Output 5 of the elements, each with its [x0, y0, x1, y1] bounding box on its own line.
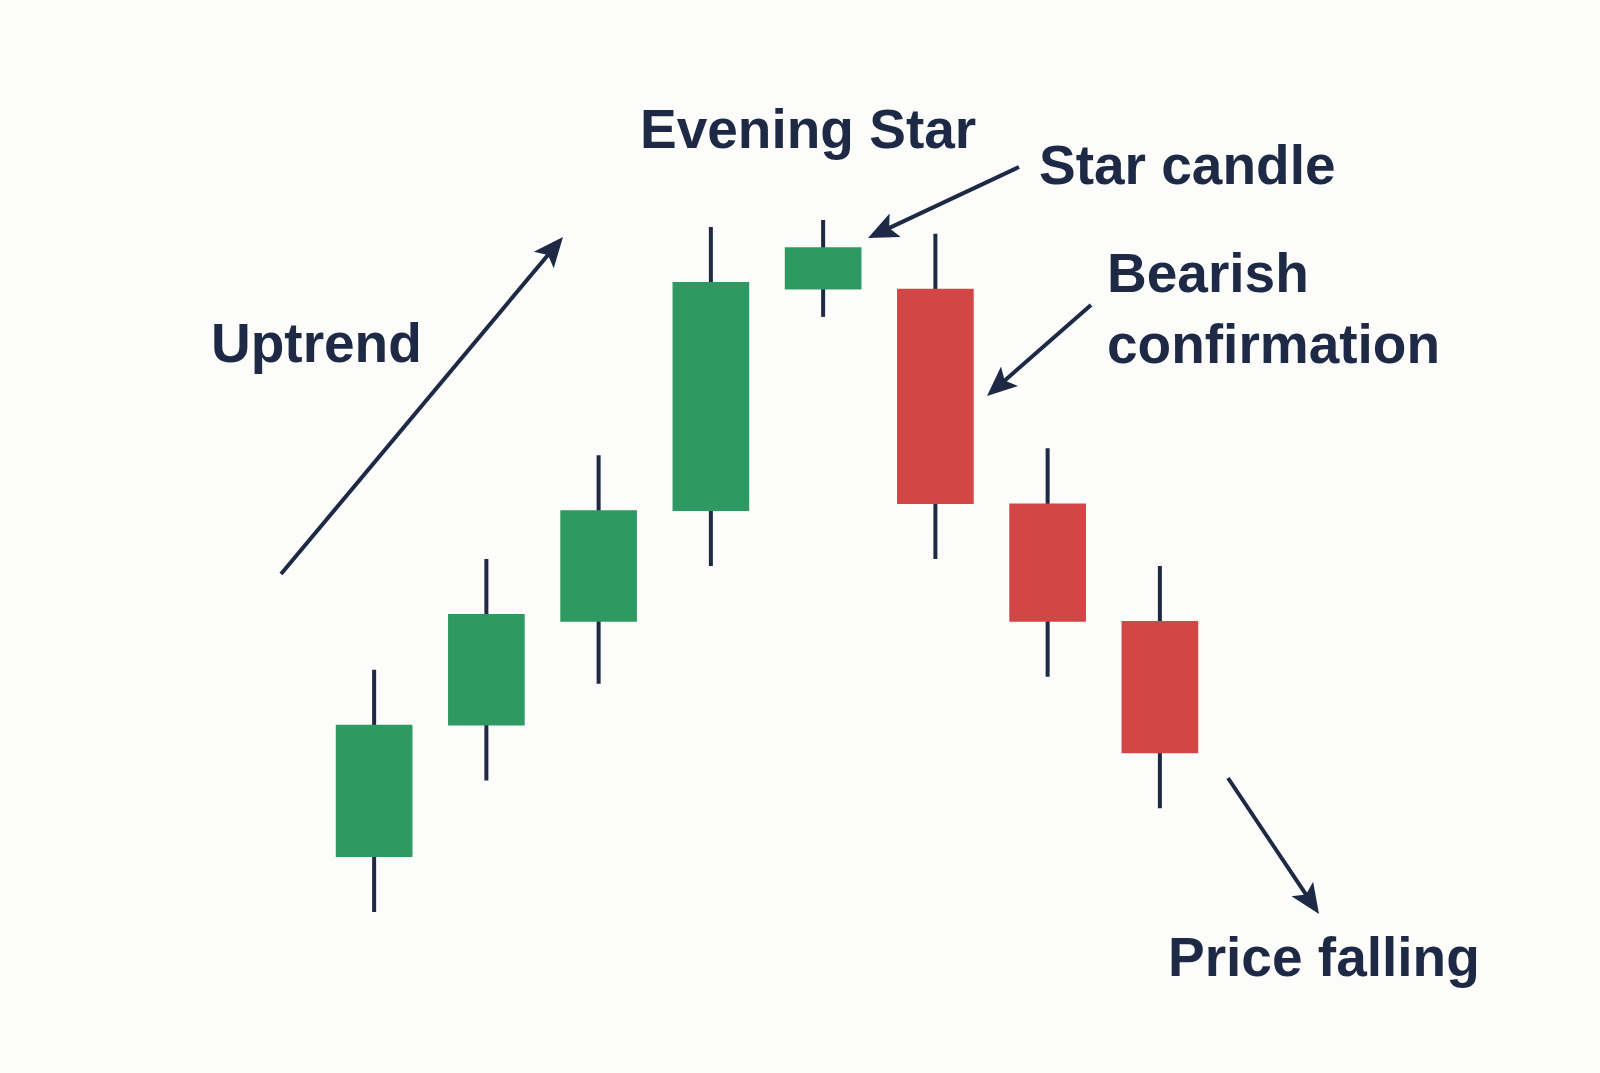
text: Star candle — [1039, 133, 1336, 198]
annotation: Uptrend — [211, 311, 422, 376]
annotation: Bearish confirmation — [1107, 241, 1442, 377]
chart-title: Evening Star — [640, 97, 977, 162]
text: Price falling — [1168, 925, 1480, 990]
